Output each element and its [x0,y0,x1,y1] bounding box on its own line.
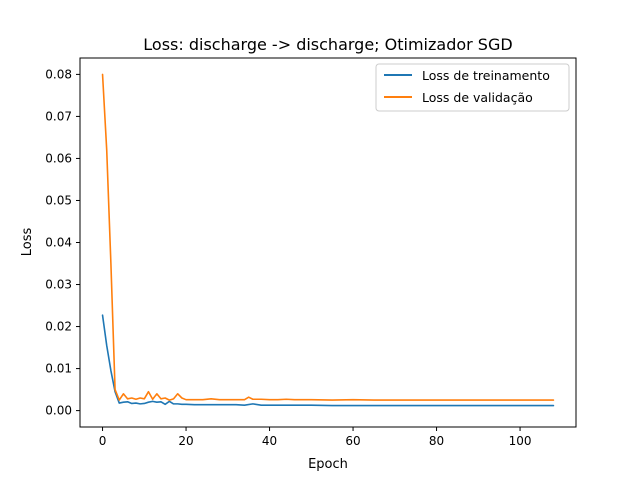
chart-title: Loss: discharge -> discharge; Otimizador… [143,35,512,54]
y-tick-label: 0.07 [45,109,72,123]
y-tick-label: 0.00 [45,404,72,418]
x-tick-label: 40 [262,434,277,448]
y-tick-label: 0.02 [45,320,72,334]
x-tick-label: 80 [429,434,444,448]
y-axis-ticks: 0.00 0.01 0.02 0.03 0.04 0.05 0.06 0.07 0.08 [45,67,80,418]
y-tick-label: 0.08 [45,67,72,81]
series-layer [101,73,555,407]
x-tick-label: 0 [99,434,107,448]
y-tick-label: 0.05 [45,193,72,207]
plot-area-frame [79,57,577,428]
x-axis-label: Epoch [308,457,348,472]
legend-label-training: Loss de treinamento [422,68,550,83]
x-tick-label: 20 [178,434,193,448]
y-axis-label: Loss [20,228,35,257]
y-tick-label: 0.01 [45,362,72,376]
y-tick-label: 0.04 [45,236,72,250]
x-axis-ticks: 0 20 40 60 80 100 [99,427,532,448]
legend: Loss de treinamento Loss de validação [375,63,570,112]
validation-loss-line [101,73,555,401]
y-tick-label: 0.03 [45,278,72,292]
y-tick-label: 0.06 [45,151,72,165]
x-tick-label: 60 [345,434,360,448]
x-tick-label: 100 [509,434,532,448]
training-loss-line [101,314,555,407]
legend-box [375,63,570,112]
legend-label-validation: Loss de validação [422,90,533,105]
